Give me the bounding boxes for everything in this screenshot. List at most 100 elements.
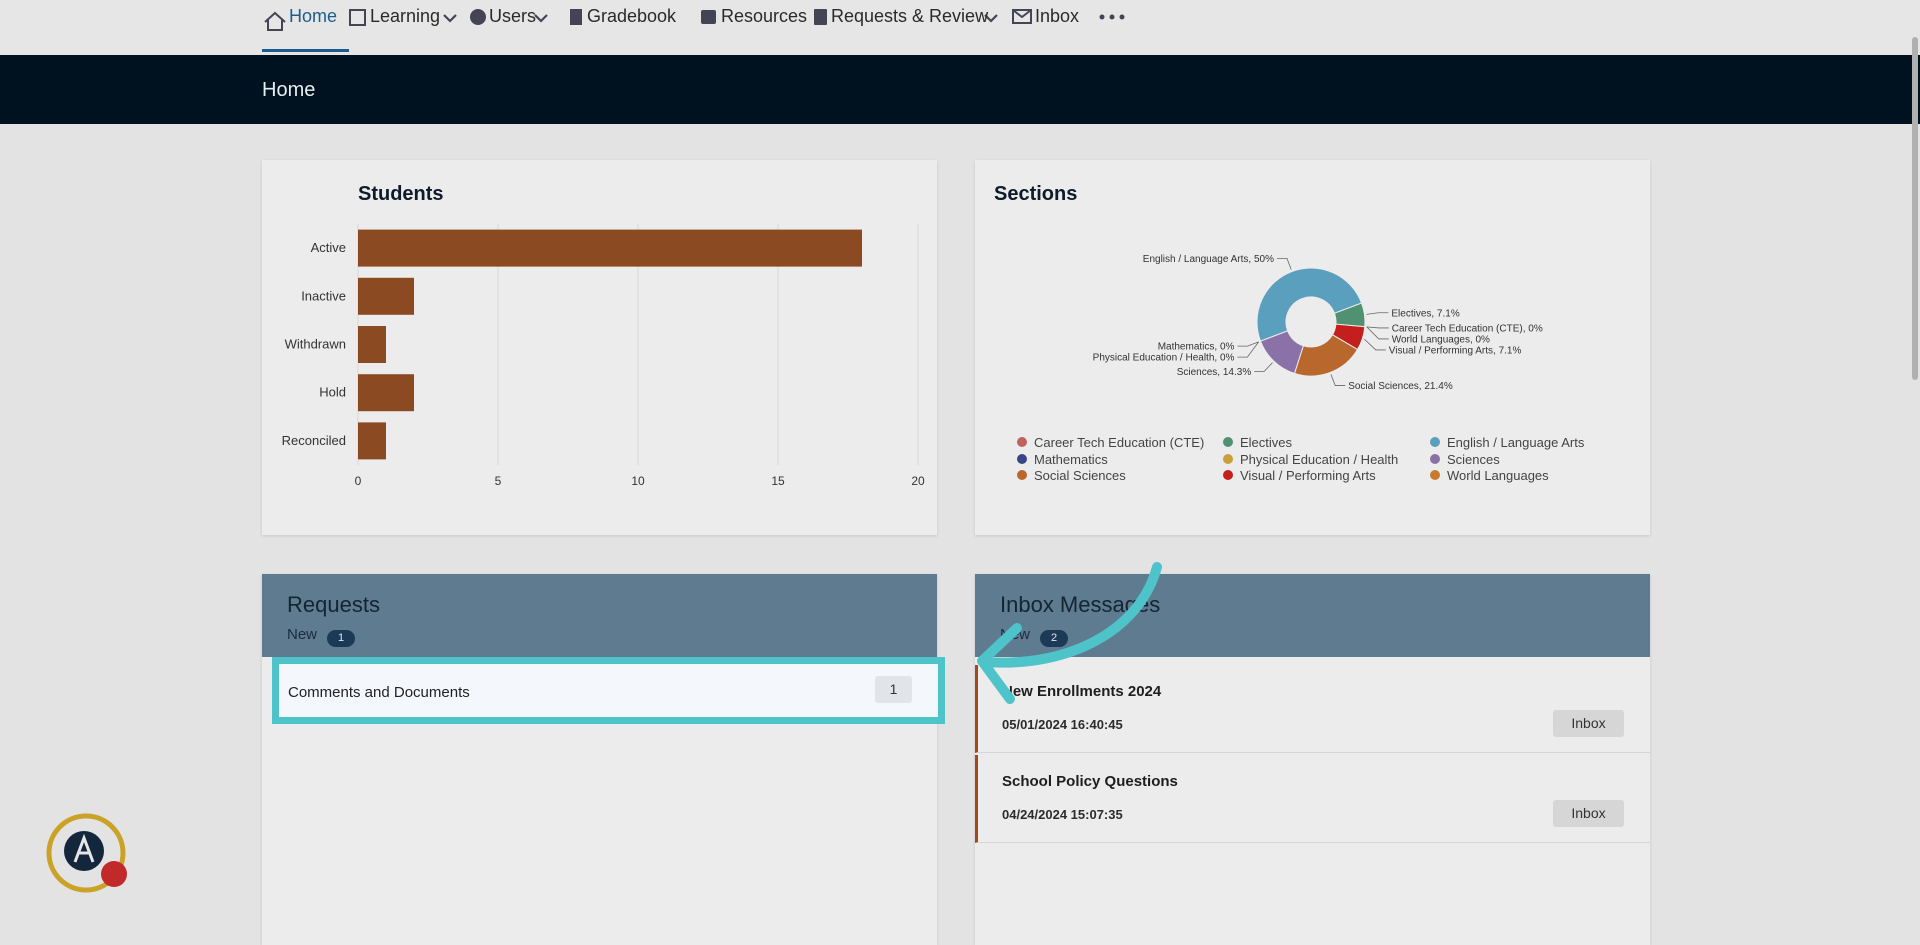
- logo-badge: [101, 861, 127, 887]
- message-button[interactable]: Inbox: [1553, 710, 1624, 737]
- bar: [358, 277, 414, 315]
- legend-swatch: [1017, 437, 1027, 447]
- data-label: Social Sciences, 21.4%: [1348, 381, 1453, 392]
- nav-item[interactable]: Home: [289, 6, 338, 26]
- nav-item[interactable]: Users: [489, 6, 537, 26]
- nav-item[interactable]: Learning: [370, 6, 441, 26]
- nav-item[interactable]: Gradebook: [587, 6, 677, 26]
- chevron: [984, 14, 998, 23]
- logo-ring[interactable]: [46, 813, 126, 893]
- chevron: [443, 14, 457, 23]
- legend-label[interactable]: World Languages: [1447, 468, 1549, 483]
- data-label: Mathematics, 0%: [1158, 342, 1235, 353]
- nav-item[interactable]: Inbox: [1035, 6, 1080, 26]
- legend-swatch: [1430, 454, 1440, 464]
- message-subject: School Policy Questions: [1002, 773, 1178, 790]
- y-tick-label: Reconciled: [282, 433, 346, 448]
- legend-swatch: [1430, 470, 1440, 480]
- y-tick-label: Hold: [319, 385, 346, 400]
- donut-slice: [1256, 267, 1363, 342]
- resources-icon: [701, 10, 716, 24]
- chart-title: Sections: [994, 183, 1077, 205]
- callout-line: [1237, 341, 1259, 347]
- callout-line: [1366, 326, 1389, 340]
- sections-chart: Sections Career Tech Education (CTE), 0% E…: [994, 183, 1585, 483]
- donut-slice: [1293, 334, 1359, 377]
- message-subject: New Enrollments 2024: [1002, 683, 1162, 700]
- data-label: English / Language Arts, 50%: [1143, 254, 1274, 265]
- y-tick-label: Active: [311, 240, 346, 255]
- new-badge: 2: [1040, 630, 1068, 647]
- request-item-count: 1: [875, 676, 912, 703]
- inbox-icon: [1012, 9, 1032, 19]
- legend-label[interactable]: Sciences: [1447, 452, 1500, 467]
- nav-item[interactable]: Resources: [721, 6, 808, 26]
- message-row[interactable]: School Policy Questions 04/24/2024 15:07:…: [975, 755, 1650, 843]
- data-label: World Languages, 0%: [1392, 334, 1490, 345]
- logo-core[interactable]: [64, 831, 104, 871]
- legend-swatch: [1223, 454, 1233, 464]
- callout-line: [1366, 312, 1389, 315]
- x-tick-label: 5: [495, 474, 502, 488]
- legend-label[interactable]: Visual / Performing Arts: [1240, 468, 1376, 483]
- requests-title: Requests: [287, 592, 380, 617]
- callout-line: [1364, 338, 1386, 351]
- top-nav: Home Learning Users Gradebook Resources Reque…: [0, 0, 1920, 55]
- callout-line: [1254, 362, 1273, 372]
- inbox-card: Inbox Messages New 2 New Enrollments 202…: [975, 574, 1650, 945]
- legend-label[interactable]: Physical Education / Health: [1240, 452, 1398, 467]
- legend-swatch: [1017, 454, 1027, 464]
- nav-item[interactable]: Requests & Review: [831, 6, 989, 26]
- bar: [358, 422, 386, 460]
- data-label: Electives, 7.1%: [1391, 308, 1459, 319]
- banner-title: Home: [262, 79, 316, 101]
- new-label: New: [287, 626, 318, 643]
- y-tick-label: Inactive: [301, 288, 346, 303]
- students-card: Students 0 5 10 15 20 Active Inactive Withdrawn H…: [262, 160, 937, 535]
- message-row[interactable]: New Enrollments 2024 05/01/2024 16:40:45 I…: [975, 665, 1650, 753]
- callout-line: [1276, 257, 1292, 270]
- legend-label[interactable]: Electives: [1240, 435, 1293, 450]
- message-date: 04/24/2024 15:07:35: [1002, 807, 1123, 822]
- request-item-label: Comments and Documents: [288, 684, 470, 701]
- bar: [358, 374, 414, 412]
- message-button[interactable]: Inbox: [1553, 800, 1624, 827]
- request-item[interactable]: Comments and Documents 1: [272, 657, 945, 724]
- legend-label[interactable]: Social Sciences: [1034, 468, 1126, 483]
- x-tick-label: 20: [911, 474, 925, 488]
- data-label: Sciences, 14.3%: [1177, 367, 1252, 378]
- more-dot[interactable]: [1109, 14, 1115, 20]
- legend-label[interactable]: Career Tech Education (CTE): [1034, 435, 1204, 450]
- active-underline: [262, 49, 349, 52]
- legend-swatch: [1223, 470, 1233, 480]
- new-badge-wrap: 1: [327, 628, 355, 647]
- users-icon: [470, 9, 486, 25]
- x-tick-label: 10: [631, 474, 645, 488]
- sections-card: Sections Career Tech Education (CTE), 0% E…: [975, 160, 1650, 535]
- students-chart: Students 0 5 10 15 20 Active Inactive Withdrawn H…: [282, 183, 925, 488]
- x-tick-label: 0: [355, 474, 362, 488]
- new-label: New: [1000, 626, 1031, 643]
- more-dot[interactable]: [1099, 14, 1105, 20]
- chart-title: Students: [358, 183, 444, 205]
- data-label: Career Tech Education (CTE), 0%: [1392, 323, 1543, 334]
- chevron: [534, 14, 548, 23]
- legend-swatch: [1430, 437, 1440, 447]
- legend-swatch: [1223, 437, 1233, 447]
- banner: Home: [0, 55, 1920, 124]
- legend-label[interactable]: Mathematics: [1034, 452, 1108, 467]
- inbox-title: Inbox Messages: [1000, 592, 1161, 617]
- callout-line: [1330, 374, 1346, 386]
- new-badge: 1: [327, 630, 355, 647]
- inbox-header: Inbox Messages New 2: [975, 574, 1650, 657]
- learning-icon: [349, 9, 366, 26]
- callout-line: [1366, 326, 1389, 329]
- more-dot[interactable]: [1119, 14, 1125, 20]
- donut-slice: [1259, 330, 1305, 375]
- y-tick-label: Withdrawn: [285, 337, 346, 352]
- legend-label[interactable]: English / Language Arts: [1447, 435, 1585, 450]
- requests-header: Requests New 1: [262, 574, 937, 657]
- x-tick-label: 15: [771, 474, 785, 488]
